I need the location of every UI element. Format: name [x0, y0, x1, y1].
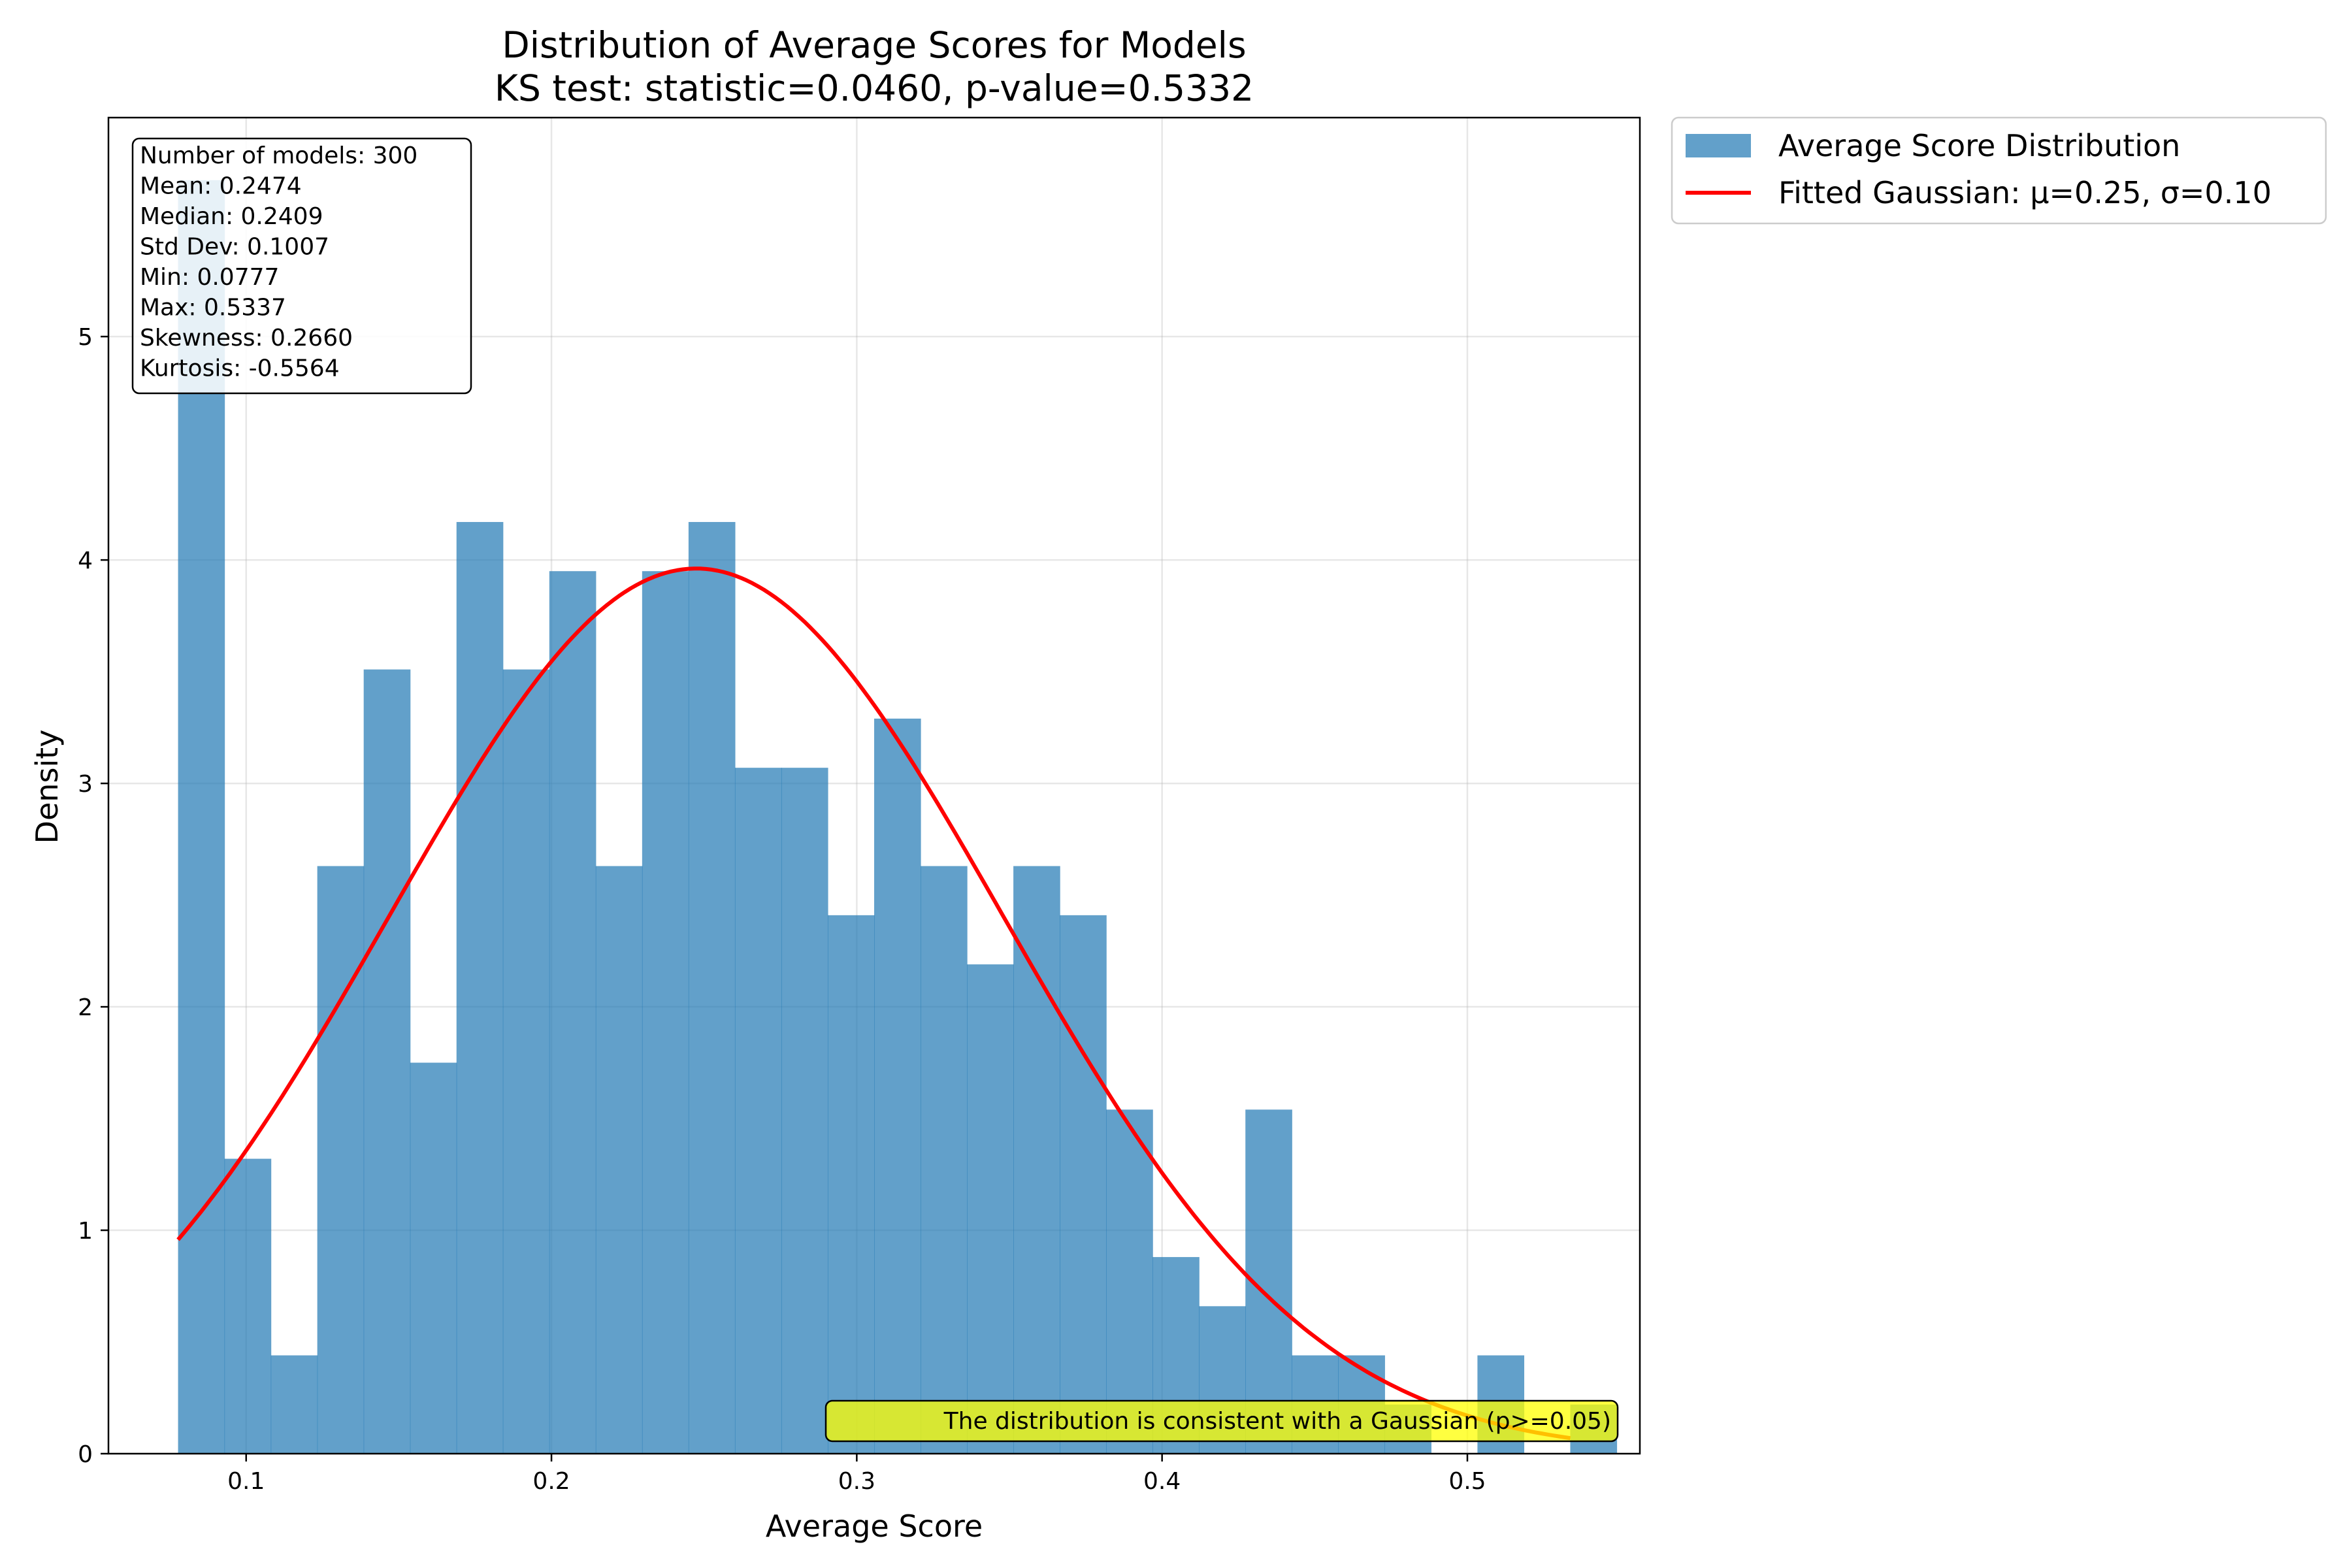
x-tick-label: 0.5: [1448, 1468, 1486, 1495]
histogram-bar: [410, 1062, 457, 1454]
histogram-bar: [270, 1355, 318, 1454]
histogram-bar: [1013, 866, 1060, 1454]
histogram-bar: [1106, 1109, 1153, 1454]
gaussian-curve: [176, 566, 1571, 1441]
y-tick-label: 1: [78, 1218, 93, 1245]
stats-line: Skewness: 0.2660: [140, 325, 353, 351]
stats-line: Kurtosis: -0.5564: [140, 355, 340, 382]
stats-box: Number of models: 300 Mean: 0.2474 Median:…: [131, 137, 472, 395]
stats-line: Min: 0.0777: [140, 264, 279, 291]
y-axis-title: Density: [29, 730, 65, 844]
histogram-bar: [967, 964, 1014, 1454]
stats-line: Max: 0.5337: [140, 295, 286, 321]
y-axis-ticks: 0 1 2 3 4 5: [78, 324, 108, 1468]
plot-frame: [107, 116, 1641, 1455]
histogram-bar: [921, 866, 968, 1454]
histogram-bar: [1060, 915, 1107, 1454]
legend-swatch-histogram: [1686, 134, 1751, 157]
histogram-bar: [734, 768, 782, 1454]
x-tick-label: 0.4: [1143, 1468, 1181, 1495]
histogram-bar: [827, 915, 875, 1454]
y-tick-label: 3: [78, 771, 93, 798]
x-tick-label: 0.1: [227, 1468, 265, 1495]
histogram-bar: [874, 718, 921, 1454]
y-tick-label: 2: [78, 994, 93, 1021]
histogram-bar: [642, 571, 689, 1454]
y-tick-label: 4: [78, 547, 93, 574]
histogram-bar: [595, 866, 643, 1454]
histogram-bar: [317, 866, 365, 1454]
chart-title: Distribution of Average Scores for Model…: [502, 24, 1246, 66]
stats-line: Number of models: 300: [140, 142, 417, 169]
histogram-bar: [502, 669, 550, 1454]
legend-label-histogram: Average Score Distribution: [1778, 128, 2180, 163]
note-box: [825, 1399, 1619, 1443]
histogram-bar: [781, 768, 828, 1454]
histogram-bar: [688, 521, 736, 1454]
stats-box-frame: [131, 137, 472, 395]
gaussian-note: The distribution is consistent with a Ga…: [825, 1399, 1619, 1443]
x-tick-label: 0.2: [532, 1468, 570, 1495]
legend-label-gaussian: Fitted Gaussian: μ=0.25, σ=0.10: [1778, 175, 2272, 210]
legend: Average Score Distribution Fitted Gaussi…: [1671, 116, 2327, 225]
histogram-bar: [224, 1158, 272, 1454]
x-axis-ticks: 0.1 0.2 0.3 0.4 0.5: [227, 1454, 1486, 1495]
x-axis-title: Average Score: [766, 1509, 983, 1544]
histogram-bar: [456, 521, 504, 1454]
y-tick-label: 0: [78, 1441, 93, 1468]
stats-line: Std Dev: 0.1007: [140, 234, 329, 261]
histogram-bar: [549, 571, 596, 1454]
chart-subtitle: KS test: statistic=0.0460, p-value=0.533…: [495, 67, 1254, 109]
y-tick-label: 5: [78, 324, 93, 351]
histogram-bar: [363, 669, 411, 1454]
stats-line: Mean: 0.2474: [140, 173, 302, 200]
x-tick-label: 0.3: [838, 1468, 875, 1495]
legend-frame: [1671, 116, 2327, 225]
gaussian-curve-layer: [176, 566, 1571, 1441]
stats-line: Median: 0.2409: [140, 203, 323, 230]
note-text: The distribution is consistent with a Ga…: [943, 1408, 1611, 1435]
